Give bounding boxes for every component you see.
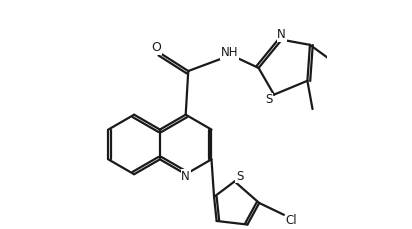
Text: N: N xyxy=(181,170,190,183)
Text: S: S xyxy=(236,170,243,183)
Text: NH: NH xyxy=(220,46,238,59)
Text: N: N xyxy=(277,28,286,41)
Text: S: S xyxy=(265,93,273,106)
Text: O: O xyxy=(152,41,162,55)
Text: Cl: Cl xyxy=(286,214,297,227)
